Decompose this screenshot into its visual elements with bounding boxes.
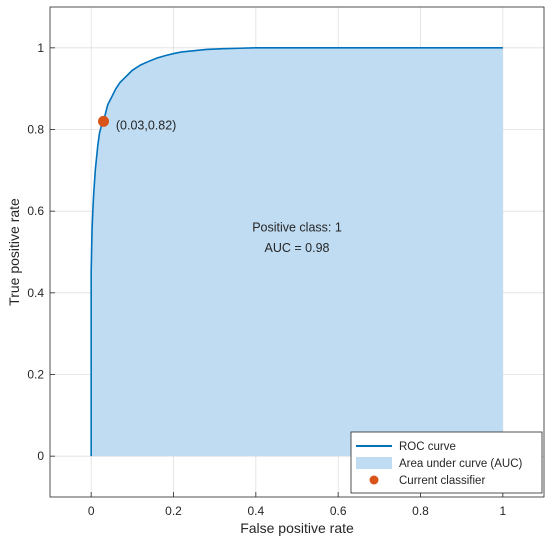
legend-classifier-label: Current classifier	[399, 475, 485, 487]
current-classifier-point	[98, 115, 110, 127]
y-tick-label-5: 1	[37, 41, 44, 55]
legend-roc-label: ROC curve	[399, 441, 456, 453]
plot-frame	[49, 6, 545, 498]
auc-area	[91, 47, 503, 457]
x-tick-label-3: 0.6	[330, 504, 347, 518]
legend: ROC curve Area under curve (AUC) Current…	[350, 431, 543, 494]
x-tick-label-2: 0.4	[247, 504, 264, 518]
y-axis-ticks: 0 0.2 0.4 0.6 0.8 1	[27, 41, 55, 463]
y-tick-label-4: 0.8	[27, 123, 44, 137]
x-axis-label: False positive rate	[240, 520, 354, 536]
x-tick-label-5: 1	[499, 504, 506, 518]
y-tick-label-0: 0	[37, 449, 44, 463]
positive-class-label: Positive class: 1	[252, 221, 342, 235]
x-tick-label-1: 0.2	[165, 504, 182, 518]
y-axis-label: True positive rate	[6, 198, 22, 306]
auc-value-label: AUC = 0.98	[265, 241, 330, 255]
classifier-point-label: (0.03,0.82)	[116, 119, 176, 133]
roc-curve-line	[90, 47, 503, 457]
legend-auc-swatch	[356, 457, 392, 469]
y-tick-label-3: 0.6	[27, 204, 44, 218]
legend-auc-label: Area under curve (AUC)	[399, 458, 523, 470]
y-tick-label-1: 0.2	[27, 368, 44, 382]
x-axis-ticks: 0 0.2 0.4 0.6 0.8 1	[88, 492, 506, 518]
legend-classifier-swatch	[369, 475, 379, 485]
x-tick-label-0: 0	[88, 504, 95, 518]
y-tick-label-2: 0.4	[27, 286, 44, 300]
x-tick-label-4: 0.8	[412, 504, 429, 518]
